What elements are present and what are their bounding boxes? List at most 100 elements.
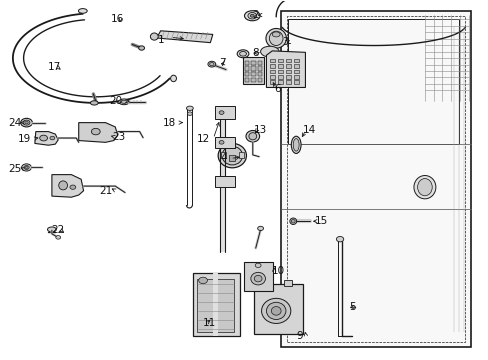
Ellipse shape — [139, 46, 144, 50]
Bar — [288, 19, 458, 144]
Ellipse shape — [150, 33, 158, 40]
Text: 18: 18 — [163, 118, 176, 128]
Bar — [278, 75, 283, 78]
Bar — [220, 108, 225, 252]
Bar — [251, 78, 255, 82]
Bar — [285, 64, 290, 68]
Bar — [283, 280, 292, 286]
Ellipse shape — [25, 121, 28, 124]
Ellipse shape — [237, 50, 248, 58]
Bar — [244, 78, 249, 82]
Polygon shape — [243, 57, 264, 84]
Ellipse shape — [23, 120, 30, 125]
Bar — [215, 176, 234, 187]
Text: 23: 23 — [112, 132, 125, 142]
Ellipse shape — [209, 63, 214, 66]
Text: 19: 19 — [18, 134, 31, 144]
Ellipse shape — [47, 227, 56, 232]
Bar — [251, 72, 255, 76]
Ellipse shape — [119, 99, 129, 105]
Ellipse shape — [187, 112, 192, 116]
Bar — [285, 75, 290, 78]
Text: 5: 5 — [348, 302, 355, 312]
Bar — [243, 262, 272, 291]
Ellipse shape — [413, 176, 435, 199]
Ellipse shape — [245, 131, 259, 142]
Bar — [257, 78, 262, 82]
Ellipse shape — [272, 32, 280, 37]
Text: 2: 2 — [252, 10, 259, 20]
Text: 8: 8 — [252, 48, 259, 58]
Ellipse shape — [50, 136, 55, 140]
Bar — [251, 60, 255, 65]
Ellipse shape — [247, 13, 256, 19]
Text: 9: 9 — [296, 331, 303, 341]
Ellipse shape — [336, 237, 343, 242]
Bar — [215, 137, 234, 148]
Ellipse shape — [56, 235, 61, 239]
Ellipse shape — [20, 118, 32, 127]
Polygon shape — [35, 132, 58, 145]
Text: 16: 16 — [111, 14, 124, 24]
Ellipse shape — [417, 179, 431, 196]
Bar — [257, 66, 262, 71]
Text: 15: 15 — [315, 216, 328, 226]
Bar — [229, 154, 235, 161]
Polygon shape — [266, 51, 305, 87]
Ellipse shape — [293, 139, 299, 151]
Ellipse shape — [78, 9, 87, 13]
Bar — [251, 66, 255, 71]
Ellipse shape — [266, 302, 285, 319]
Ellipse shape — [121, 100, 127, 103]
Bar — [193, 273, 239, 336]
Text: 24: 24 — [8, 118, 21, 128]
Bar — [270, 64, 275, 68]
Bar — [270, 69, 275, 73]
Bar — [278, 80, 283, 84]
Bar — [293, 75, 298, 78]
Bar — [215, 107, 234, 119]
Ellipse shape — [40, 135, 47, 141]
Text: 20: 20 — [109, 96, 122, 106]
Bar — [270, 75, 275, 78]
Ellipse shape — [70, 185, 76, 189]
Ellipse shape — [91, 129, 100, 135]
Bar — [278, 69, 283, 73]
Bar — [293, 59, 298, 62]
Ellipse shape — [265, 28, 286, 48]
Bar — [293, 64, 298, 68]
Bar — [221, 152, 225, 158]
Bar — [281, 12, 470, 347]
Ellipse shape — [255, 263, 261, 267]
Bar — [244, 66, 249, 71]
Ellipse shape — [198, 277, 207, 284]
Bar — [270, 80, 275, 84]
Text: 1: 1 — [158, 35, 164, 45]
Bar — [285, 69, 290, 73]
Ellipse shape — [289, 218, 296, 225]
Ellipse shape — [271, 307, 281, 315]
Bar — [244, 72, 249, 76]
Bar — [278, 64, 283, 68]
Ellipse shape — [59, 181, 67, 190]
Text: 6: 6 — [273, 84, 280, 94]
Text: 10: 10 — [271, 266, 284, 276]
Text: 3: 3 — [281, 37, 288, 47]
Bar — [293, 69, 298, 73]
Bar — [285, 59, 290, 62]
Text: 22: 22 — [52, 225, 65, 235]
Ellipse shape — [244, 11, 260, 21]
Text: 14: 14 — [303, 125, 316, 135]
Ellipse shape — [248, 133, 256, 140]
Text: 4: 4 — [221, 153, 227, 163]
Text: 7: 7 — [219, 58, 225, 68]
Bar — [257, 60, 262, 65]
Ellipse shape — [21, 164, 31, 171]
Bar — [278, 59, 283, 62]
Text: 25: 25 — [8, 164, 21, 174]
Ellipse shape — [90, 101, 98, 105]
Ellipse shape — [291, 136, 301, 153]
Ellipse shape — [219, 140, 224, 144]
Ellipse shape — [219, 111, 224, 114]
Bar — [285, 80, 290, 84]
